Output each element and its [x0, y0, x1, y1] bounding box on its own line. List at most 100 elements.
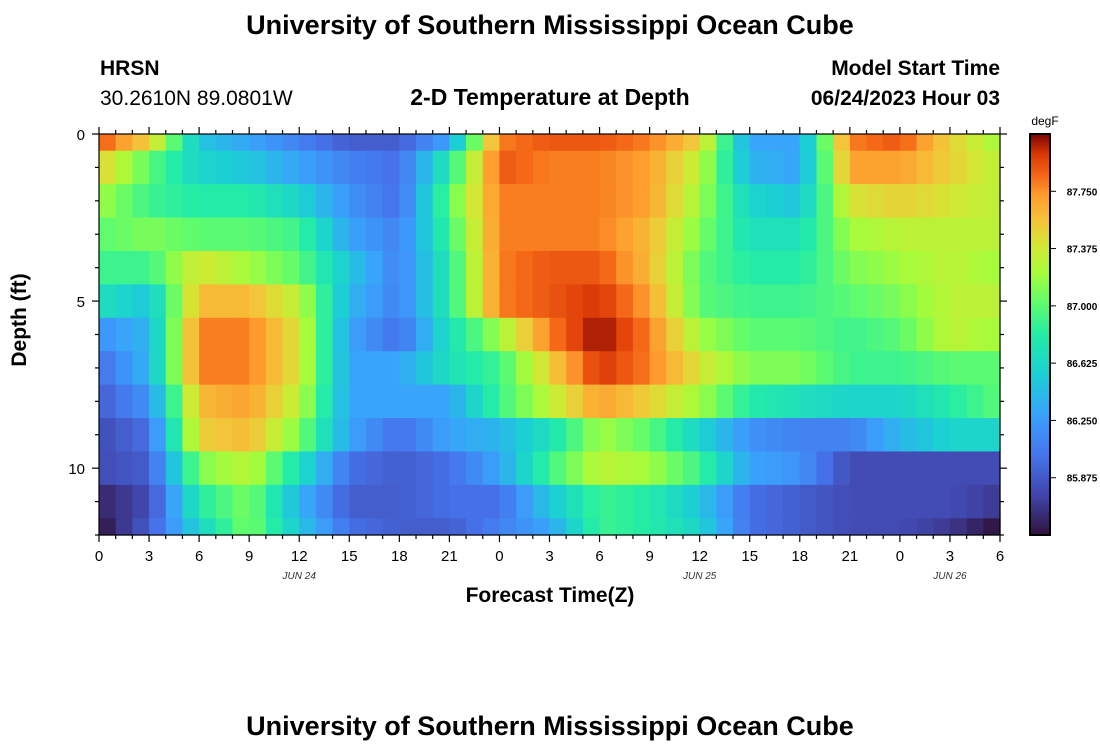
heatmap-cell [165, 150, 184, 185]
heatmap-cell [766, 250, 784, 285]
heatmap-cell [132, 217, 150, 252]
heatmap-cell [249, 184, 267, 219]
heatmap-cell [549, 284, 567, 319]
heatmap-cell [649, 317, 667, 352]
heatmap-cell [365, 250, 384, 285]
heatmap-cell [933, 317, 951, 352]
heatmap-cell [632, 384, 651, 419]
heatmap-cell [532, 250, 551, 285]
heatmap-cell [632, 284, 651, 319]
heatmap-cell [182, 351, 200, 386]
heatmap-cell [549, 451, 567, 486]
heatmap-cell [866, 418, 884, 453]
heatmap-cell [949, 184, 968, 219]
x-tick-label: 3 [545, 548, 553, 565]
heatmap-cell [549, 351, 567, 386]
heatmap-cell [99, 184, 117, 219]
heatmap-cell [165, 384, 184, 419]
heatmap-cell [315, 284, 334, 319]
heatmap-cell [432, 150, 450, 185]
heatmap-cell [649, 518, 667, 536]
heatmap-cell [899, 317, 918, 352]
heatmap-cell [716, 250, 734, 285]
heatmap-cell [949, 250, 968, 285]
heatmap-cell [866, 284, 884, 319]
heatmap-cell [866, 518, 884, 536]
heatmap-cell [449, 451, 467, 486]
heatmap-cell [282, 250, 300, 285]
model-start-label: Model Start Time [831, 57, 1000, 80]
heatmap-cell [783, 217, 801, 252]
heatmap-cell [582, 184, 601, 219]
heatmap-cell [399, 317, 417, 352]
heatmap-cell [365, 134, 384, 152]
heatmap-cell [265, 384, 284, 419]
heatmap-cell [849, 518, 868, 536]
heatmap-cell [432, 134, 450, 152]
heatmap-cell [382, 317, 400, 352]
heatmap-cell [916, 150, 934, 185]
heatmap-cell [983, 284, 1001, 319]
heatmap-cell [733, 384, 751, 419]
heatmap-cell [649, 484, 667, 519]
heatmap-cell [149, 217, 167, 252]
heatmap-cell [516, 217, 534, 252]
heatmap-cell [783, 184, 801, 219]
heatmap-cell [199, 418, 217, 453]
heatmap-cell [616, 317, 634, 352]
heatmap-cell [566, 284, 584, 319]
heatmap-cell [549, 217, 567, 252]
heatmap-cell [933, 150, 951, 185]
heatmap-cell [132, 484, 150, 519]
heatmap-cell [883, 284, 901, 319]
heatmap-cell [449, 250, 467, 285]
heatmap-cell [549, 250, 567, 285]
heatmap-cell [833, 484, 851, 519]
heatmap-cell [699, 184, 717, 219]
heatmap-cell [883, 317, 901, 352]
heatmap-cell [983, 518, 1001, 536]
heatmap-cell [816, 418, 834, 453]
heatmap-cell [582, 317, 601, 352]
heatmap-cell [315, 384, 334, 419]
heatmap-cell [916, 351, 934, 386]
heatmap-cell [516, 384, 534, 419]
heatmap-cell [149, 134, 167, 152]
heatmap-cell [399, 351, 417, 386]
heatmap-cell [349, 150, 367, 185]
heatmap-cell [199, 351, 217, 386]
heatmap-cell [666, 518, 684, 536]
heatmap-cell [816, 184, 834, 219]
heatmap-cell [699, 451, 717, 486]
heatmap-cell [566, 518, 584, 536]
heatmap-cell [482, 150, 501, 185]
heatmap-cell [649, 384, 667, 419]
heatmap-cell [99, 317, 117, 352]
heatmap-cell [432, 351, 450, 386]
heatmap-cell [599, 150, 617, 185]
heatmap-cell [783, 384, 801, 419]
heatmap-cell [449, 351, 467, 386]
heatmap-cell [582, 134, 601, 152]
heatmap-cell [182, 284, 200, 319]
heatmap-cell [749, 317, 768, 352]
heatmap-cell [482, 451, 501, 486]
heatmap-cell [332, 384, 350, 419]
heatmap-cell [482, 284, 501, 319]
heatmap-cell [666, 150, 684, 185]
heatmap-cell [933, 284, 951, 319]
x-tick-label: 6 [595, 548, 603, 565]
heatmap-cell [215, 351, 234, 386]
heatmap-cell [649, 284, 667, 319]
heatmap-cell [616, 351, 634, 386]
heatmap-cell [699, 284, 717, 319]
heatmap-cell [599, 418, 617, 453]
heatmap-cell [132, 150, 150, 185]
heatmap-cell [899, 284, 918, 319]
heatmap-cell [199, 184, 217, 219]
heatmap-cell [599, 384, 617, 419]
heatmap-cell [682, 384, 701, 419]
heatmap-cell [449, 418, 467, 453]
heatmap-cell [699, 518, 717, 536]
heatmap-cell [983, 418, 1001, 453]
